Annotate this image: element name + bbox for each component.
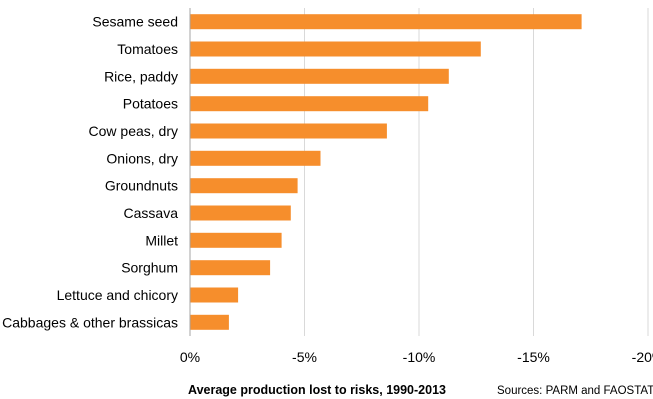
category-label-3: Potatoes [123,96,178,112]
category-label-10: Lettuce and chicory [57,287,178,303]
bar-6 [190,178,298,194]
bar-10 [190,287,239,303]
category-label-4: Cow peas, dry [89,123,178,139]
x-tick-label-2: -10% [403,349,436,365]
x-tick-labels: 0% -5% -10% -15% -20% [180,349,653,365]
category-label-11: Cabbages & other brassicas [2,314,178,330]
bar-0 [190,14,582,30]
x-axis-label: Average production lost to risks, 1990-2… [188,383,446,397]
x-tick-label-4: -20% [632,349,653,365]
bars [190,14,582,330]
bar-4 [190,123,387,139]
bar-11 [190,314,229,330]
gridlines [304,8,649,336]
source-note: Sources: PARM and FAOSTAT [497,385,653,397]
category-label-6: Groundnuts [105,178,178,194]
category-label-9: Sorghum [121,260,178,276]
x-tick-label-1: -5% [292,349,317,365]
category-label-2: Rice, paddy [104,68,178,84]
bar-2 [190,68,449,84]
x-tick-label-0: 0% [180,349,200,365]
bar-7 [190,205,291,221]
category-label-0: Sesame seed [92,14,178,30]
bar-9 [190,260,271,276]
category-label-1: Tomatoes [117,41,178,57]
bar-1 [190,41,481,57]
x-tick-label-3: -15% [517,349,550,365]
category-label-8: Millet [145,232,178,248]
category-label-7: Cassava [124,205,179,221]
bar-8 [190,232,282,248]
bar-3 [190,96,429,112]
category-label-5: Onions, dry [106,150,178,166]
bar-5 [190,150,321,166]
category-labels: Sesame seed Tomatoes Rice, paddy Potatoes Co… [2,14,178,331]
